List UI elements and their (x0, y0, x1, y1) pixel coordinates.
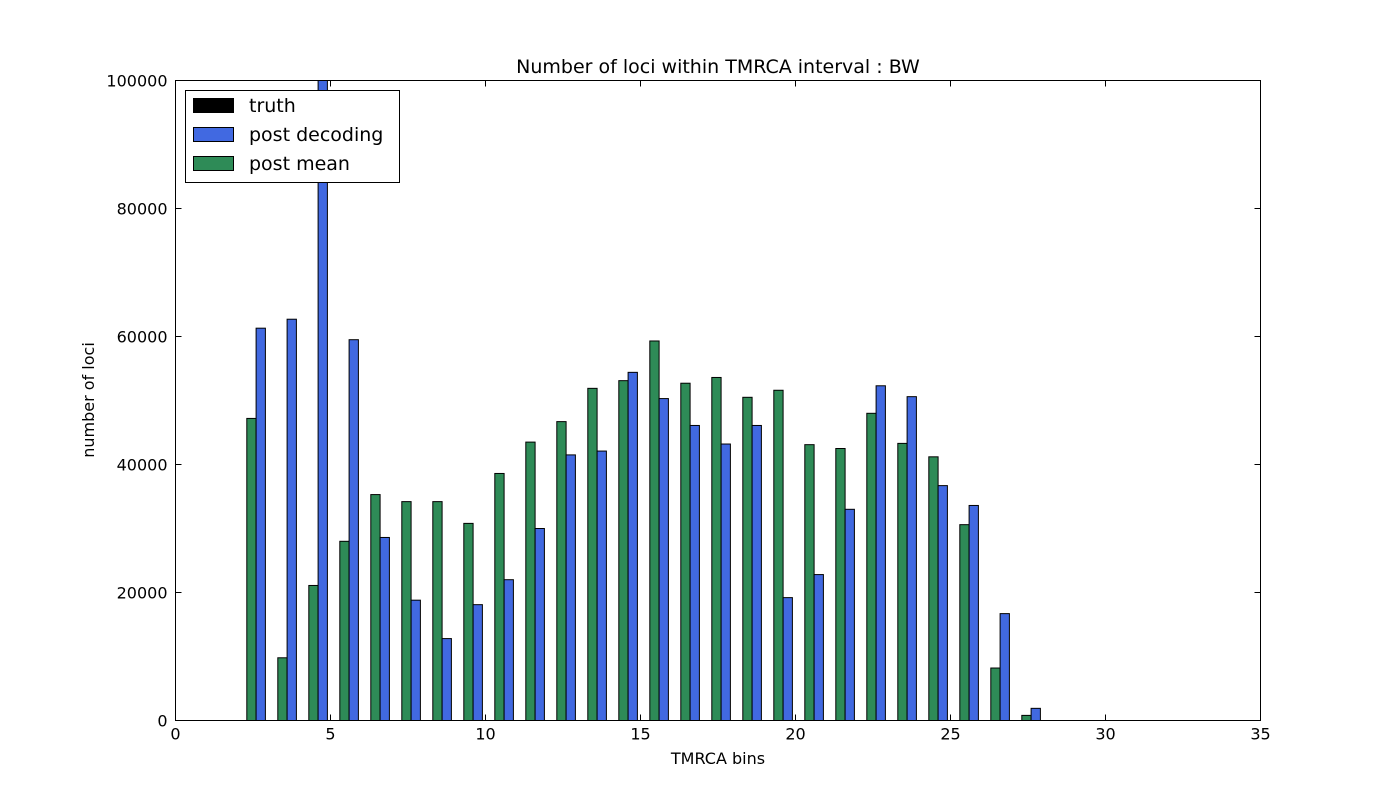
bar-post-decoding-10 (534, 528, 545, 721)
bar-post-decoding-16 (720, 443, 731, 721)
bar-post-mean-2 (277, 657, 288, 722)
x-tick-label-30: 30 (1095, 725, 1115, 744)
legend-swatch-truth (193, 98, 234, 113)
bar-post-decoding-14 (658, 398, 669, 721)
legend-label-truth: truth (249, 95, 296, 117)
chart-title: Number of loci within TMRCA interval : B… (516, 56, 920, 78)
bar-post-decoding-24 (968, 504, 979, 721)
x-tick-label-35: 35 (1250, 725, 1270, 744)
y-tick-label-80000: 80000 (117, 200, 168, 219)
bar-post-mean-8 (463, 522, 474, 721)
legend-swatch-post-mean (193, 156, 234, 171)
x-tick-label-20: 20 (785, 725, 805, 744)
bar-post-mean-17 (742, 396, 753, 721)
bar-post-decoding-5 (379, 536, 390, 722)
bar-post-mean-5 (370, 494, 381, 721)
bar-post-decoding-8 (472, 604, 483, 721)
bar-post-decoding-12 (596, 450, 607, 721)
y-tick-label-20000: 20000 (117, 584, 168, 603)
bar-post-decoding-11 (565, 454, 576, 721)
bar-post-mean-7 (432, 501, 443, 721)
y-axis-label: number of loci (79, 342, 98, 458)
legend-swatch-post-decoding (193, 127, 234, 142)
bar-post-mean-13 (618, 380, 629, 721)
bar-post-mean-3 (308, 584, 319, 722)
legend-label-post-mean: post mean (249, 153, 350, 175)
bar-post-decoding-21 (875, 385, 886, 721)
bar-post-decoding-22 (906, 396, 917, 721)
bar-post-decoding-6 (410, 599, 421, 721)
legend-label-post-decoding: post decoding (249, 124, 383, 146)
bar-post-mean-12 (587, 387, 598, 721)
y-tick-label-100000: 100000 (106, 72, 167, 91)
bar-post-decoding-13 (627, 371, 638, 721)
bar-post-decoding-19 (813, 574, 824, 722)
bar-post-mean-23 (928, 456, 939, 721)
bar-post-decoding-25 (999, 613, 1010, 721)
bar-post-mean-26 (1021, 714, 1032, 722)
bar-post-mean-16 (711, 376, 722, 721)
legend: truth post decoding post mean (185, 90, 400, 183)
bar-post-decoding-20 (844, 508, 855, 721)
bar-post-decoding-18 (782, 597, 793, 721)
x-tick-label-25: 25 (940, 725, 960, 744)
bar-post-mean-10 (525, 441, 536, 721)
bar-post-decoding-17 (751, 424, 762, 721)
bar-post-decoding-15 (689, 424, 700, 721)
bar-post-mean-20 (835, 448, 846, 721)
x-tick-label-10: 10 (475, 725, 495, 744)
ticks-group: 0 5 10 15 20 25 30 35 0 20000 40000 60000 80000 10000… (106, 72, 1270, 744)
x-tick-label-15: 15 (630, 725, 650, 744)
bar-post-mean-18 (773, 389, 784, 721)
bar-post-mean-21 (866, 412, 877, 721)
x-axis-label: TMRCA bins (670, 749, 765, 768)
bar-post-mean-19 (804, 444, 815, 721)
bar-post-mean-6 (401, 501, 412, 721)
bar-post-decoding-2 (286, 318, 297, 721)
bar-post-mean-25 (990, 667, 1001, 722)
bar-post-decoding-23 (937, 485, 948, 721)
bar-post-mean-9 (494, 472, 505, 721)
x-tick-label-5: 5 (325, 725, 335, 744)
bar-post-mean-14 (649, 340, 660, 721)
y-tick-label-0: 0 (157, 712, 167, 731)
bar-post-decoding-26 (1030, 707, 1041, 722)
bar-post-mean-4 (339, 540, 350, 721)
bar-post-mean-22 (897, 442, 908, 721)
bar-post-decoding-9 (503, 579, 514, 722)
bar-post-decoding-4 (348, 339, 359, 721)
y-tick-label-40000: 40000 (117, 456, 168, 475)
plot-frame (175, 80, 1261, 721)
bar-post-mean-15 (680, 382, 691, 721)
bar-post-decoding-1 (255, 327, 266, 721)
bar-post-decoding-7 (441, 638, 452, 722)
bar-post-mean-24 (959, 524, 970, 721)
y-tick-label-60000: 60000 (117, 328, 168, 347)
x-tick-label-0: 0 (170, 725, 180, 744)
bar-post-mean-11 (556, 421, 567, 721)
bar-post-mean-1 (246, 417, 257, 721)
